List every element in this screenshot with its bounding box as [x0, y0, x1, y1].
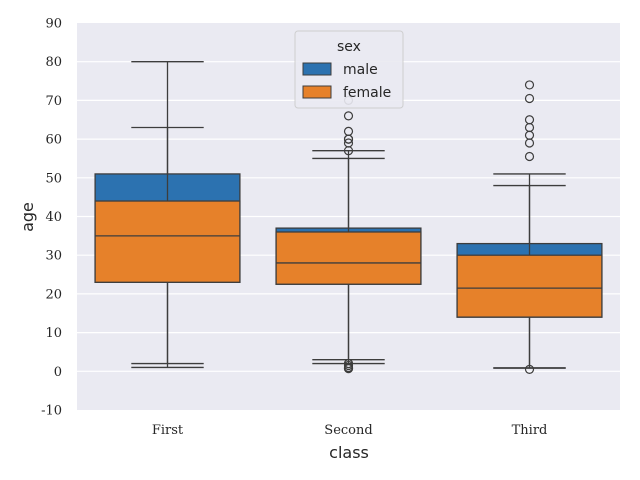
box-iqr: [456, 254, 603, 318]
legend-label-male: male: [343, 62, 378, 78]
outlier-point: [524, 364, 535, 374]
legend: sex male female: [294, 30, 404, 109]
outlier-point: [524, 80, 535, 90]
outlier-point: [343, 363, 354, 373]
outlier-point: [343, 358, 354, 369]
outlier-point: [524, 151, 535, 162]
x-tick-label: Third: [512, 423, 548, 438]
box-female-second: [275, 134, 422, 373]
box-iqr: [94, 200, 241, 283]
box-iqr: [275, 231, 422, 285]
legend-swatch-male: [302, 62, 332, 76]
y-tick-label: 10: [45, 326, 62, 341]
box-female-first: [94, 126, 241, 365]
x-tick-labels: First Second Third: [152, 423, 548, 438]
y-tick-label: 80: [45, 55, 62, 70]
y-tick-label: 20: [45, 287, 62, 302]
outlier-point: [343, 134, 354, 144]
legend-title: sex: [337, 39, 361, 55]
y-tick-label: 30: [45, 249, 62, 264]
boxes: [94, 61, 603, 374]
y-tick-label: 50: [45, 171, 62, 186]
x-tick-label: First: [152, 423, 184, 438]
outlier-point: [343, 111, 354, 121]
y-tick-label: 70: [45, 94, 62, 109]
y-tick-label: -10: [41, 404, 62, 419]
x-axis-title: class: [329, 443, 369, 462]
y-axis-title: age: [18, 202, 37, 232]
y-tick-labels: -10 0 10 20 30 40 50 60 70 80 90: [41, 17, 62, 419]
y-tick-label: 40: [45, 210, 62, 225]
legend-label-female: female: [343, 85, 391, 101]
outlier-point: [343, 146, 354, 156]
y-tick-label: 90: [45, 17, 62, 32]
legend-swatch-female: [302, 85, 332, 99]
outlier-point: [524, 93, 535, 104]
box-female-third: [456, 184, 603, 374]
x-tick-label: Second: [324, 423, 372, 438]
outlier-point: [524, 115, 535, 125]
y-tick-label: 60: [45, 133, 62, 148]
y-tick-label: 0: [54, 365, 62, 380]
